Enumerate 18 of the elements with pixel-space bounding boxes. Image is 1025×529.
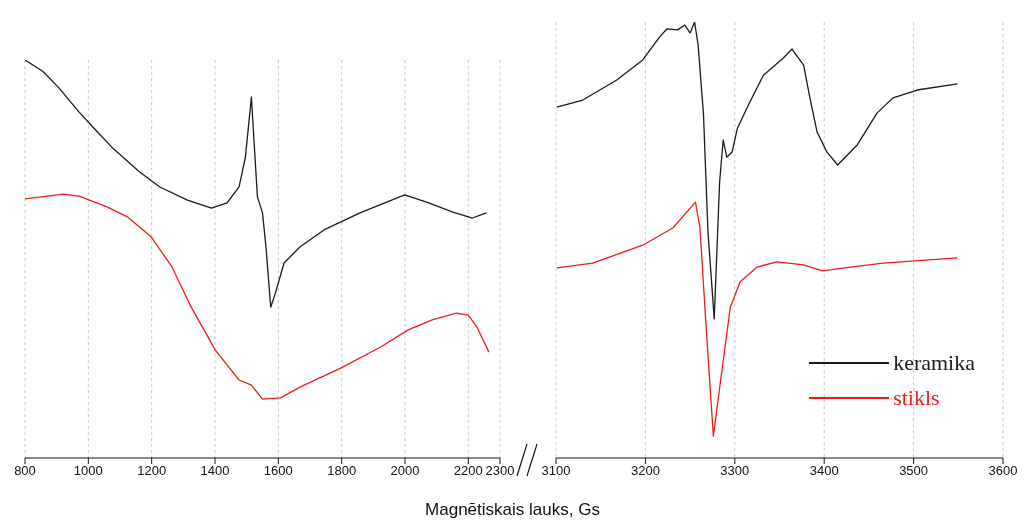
x-tick-label: 3600 [988,463,1018,479]
x-tick-label: 3300 [720,463,750,479]
legend-label: keramika [893,349,975,376]
x-tick-label: 1600 [263,463,293,479]
x-tick-label: 2200 [453,463,483,479]
x-axis-title: Magnētiskais lauks, Gs [424,500,601,520]
x-tick-label: 1000 [73,463,103,479]
x-tick-label: 3100 [541,463,571,479]
x-tick-label: 1200 [137,463,167,479]
x-tick-label: 800 [14,463,36,479]
x-tick-label: 3400 [809,463,839,479]
x-tick-label: 2000 [390,463,420,479]
x-tick-label: 3200 [630,463,660,479]
x-tick-label: 1800 [327,463,357,479]
legend-label: stikls [893,384,940,411]
x-tick-label: 1400 [200,463,230,479]
x-tick-label: 2300 [485,463,515,479]
x-tick-label: 3500 [899,463,929,479]
